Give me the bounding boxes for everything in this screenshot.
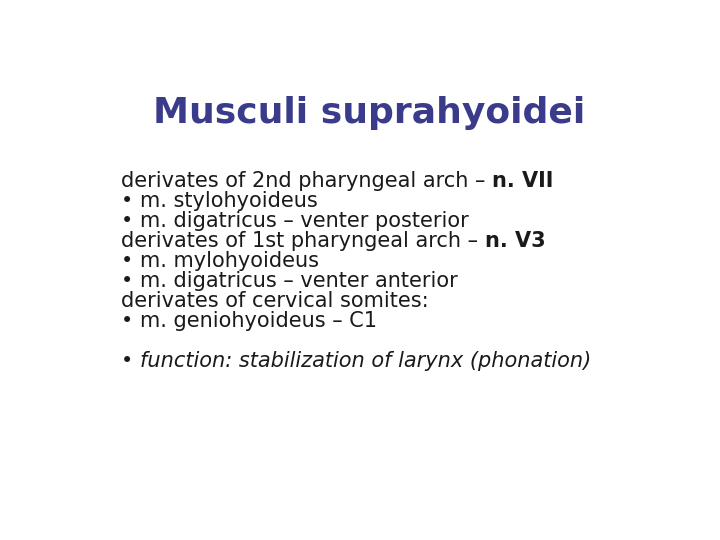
- Text: derivates of 1st pharyngeal arch –: derivates of 1st pharyngeal arch –: [121, 231, 485, 251]
- Text: m. digatricus – venter posterior: m. digatricus – venter posterior: [140, 211, 469, 231]
- Text: Musculi suprahyoidei: Musculi suprahyoidei: [153, 96, 585, 130]
- Text: •: •: [121, 351, 133, 372]
- Text: m. digatricus – venter anterior: m. digatricus – venter anterior: [140, 271, 458, 291]
- Text: •: •: [121, 191, 133, 211]
- Text: derivates of 2nd pharyngeal arch –: derivates of 2nd pharyngeal arch –: [121, 171, 492, 191]
- Text: function: stabilization of larynx (phonation): function: stabilization of larynx (phona…: [140, 351, 592, 372]
- Text: •: •: [121, 211, 133, 231]
- Text: •: •: [121, 271, 133, 291]
- Text: n. VII: n. VII: [492, 171, 554, 191]
- Text: m. geniohyoideus – C1: m. geniohyoideus – C1: [140, 311, 377, 331]
- Text: m. stylohyoideus: m. stylohyoideus: [140, 191, 318, 211]
- Text: m. mylohyoideus: m. mylohyoideus: [140, 251, 320, 271]
- Text: •: •: [121, 311, 133, 331]
- Text: •: •: [121, 251, 133, 271]
- Text: derivates of cervical somites:: derivates of cervical somites:: [121, 291, 428, 311]
- Text: n. V3: n. V3: [485, 231, 545, 251]
